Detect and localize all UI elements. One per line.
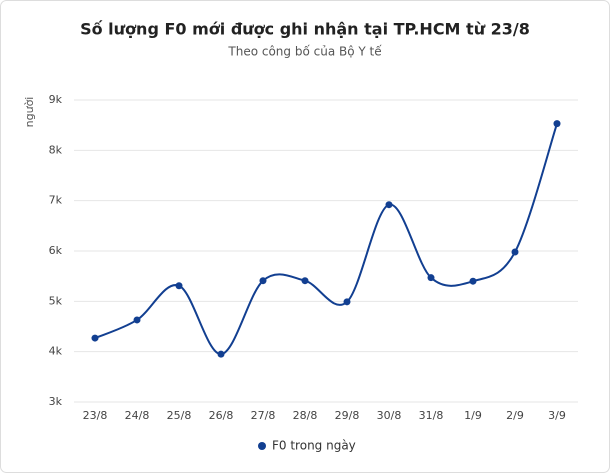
x-tick-label: 27/8	[251, 409, 276, 422]
point	[553, 120, 561, 128]
point	[469, 277, 477, 285]
point	[175, 282, 183, 290]
x-tick-label: 29/8	[335, 409, 360, 422]
y-tick-label: 4k	[49, 345, 63, 358]
point	[511, 248, 519, 256]
x-tick-label: 24/8	[125, 409, 150, 422]
y-tick-label: 8k	[49, 143, 63, 156]
point	[343, 298, 351, 306]
legend-marker	[258, 442, 266, 450]
point	[217, 350, 225, 358]
x-tick-label: 25/8	[167, 409, 192, 422]
point	[385, 201, 393, 209]
chart-subtitle: Theo công bố của Bộ Y tế	[227, 45, 382, 59]
y-tick-label: 3k	[49, 395, 63, 408]
point	[91, 334, 99, 342]
x-tick-label: 28/8	[293, 409, 318, 422]
x-tick-label: 26/8	[209, 409, 234, 422]
y-axis-label: người	[23, 97, 36, 128]
legend-label: F0 trong ngày	[272, 439, 356, 453]
x-tick-label: 2/9	[506, 409, 524, 422]
point	[427, 274, 435, 282]
y-tick-label: 9k	[49, 93, 63, 106]
y-tick-label: 7k	[49, 194, 63, 207]
x-tick-label: 1/9	[464, 409, 482, 422]
point	[301, 277, 309, 285]
x-tick-label: 3/9	[548, 409, 566, 422]
point	[259, 277, 267, 285]
chart-title: Số lượng F0 mới được ghi nhận tại TP.HCM…	[80, 20, 530, 39]
x-tick-label: 23/8	[83, 409, 108, 422]
y-tick-label: 5k	[49, 294, 63, 307]
y-tick-label: 6k	[49, 244, 63, 257]
x-tick-label: 30/8	[377, 409, 402, 422]
x-tick-label: 31/8	[419, 409, 444, 422]
point	[133, 316, 141, 324]
